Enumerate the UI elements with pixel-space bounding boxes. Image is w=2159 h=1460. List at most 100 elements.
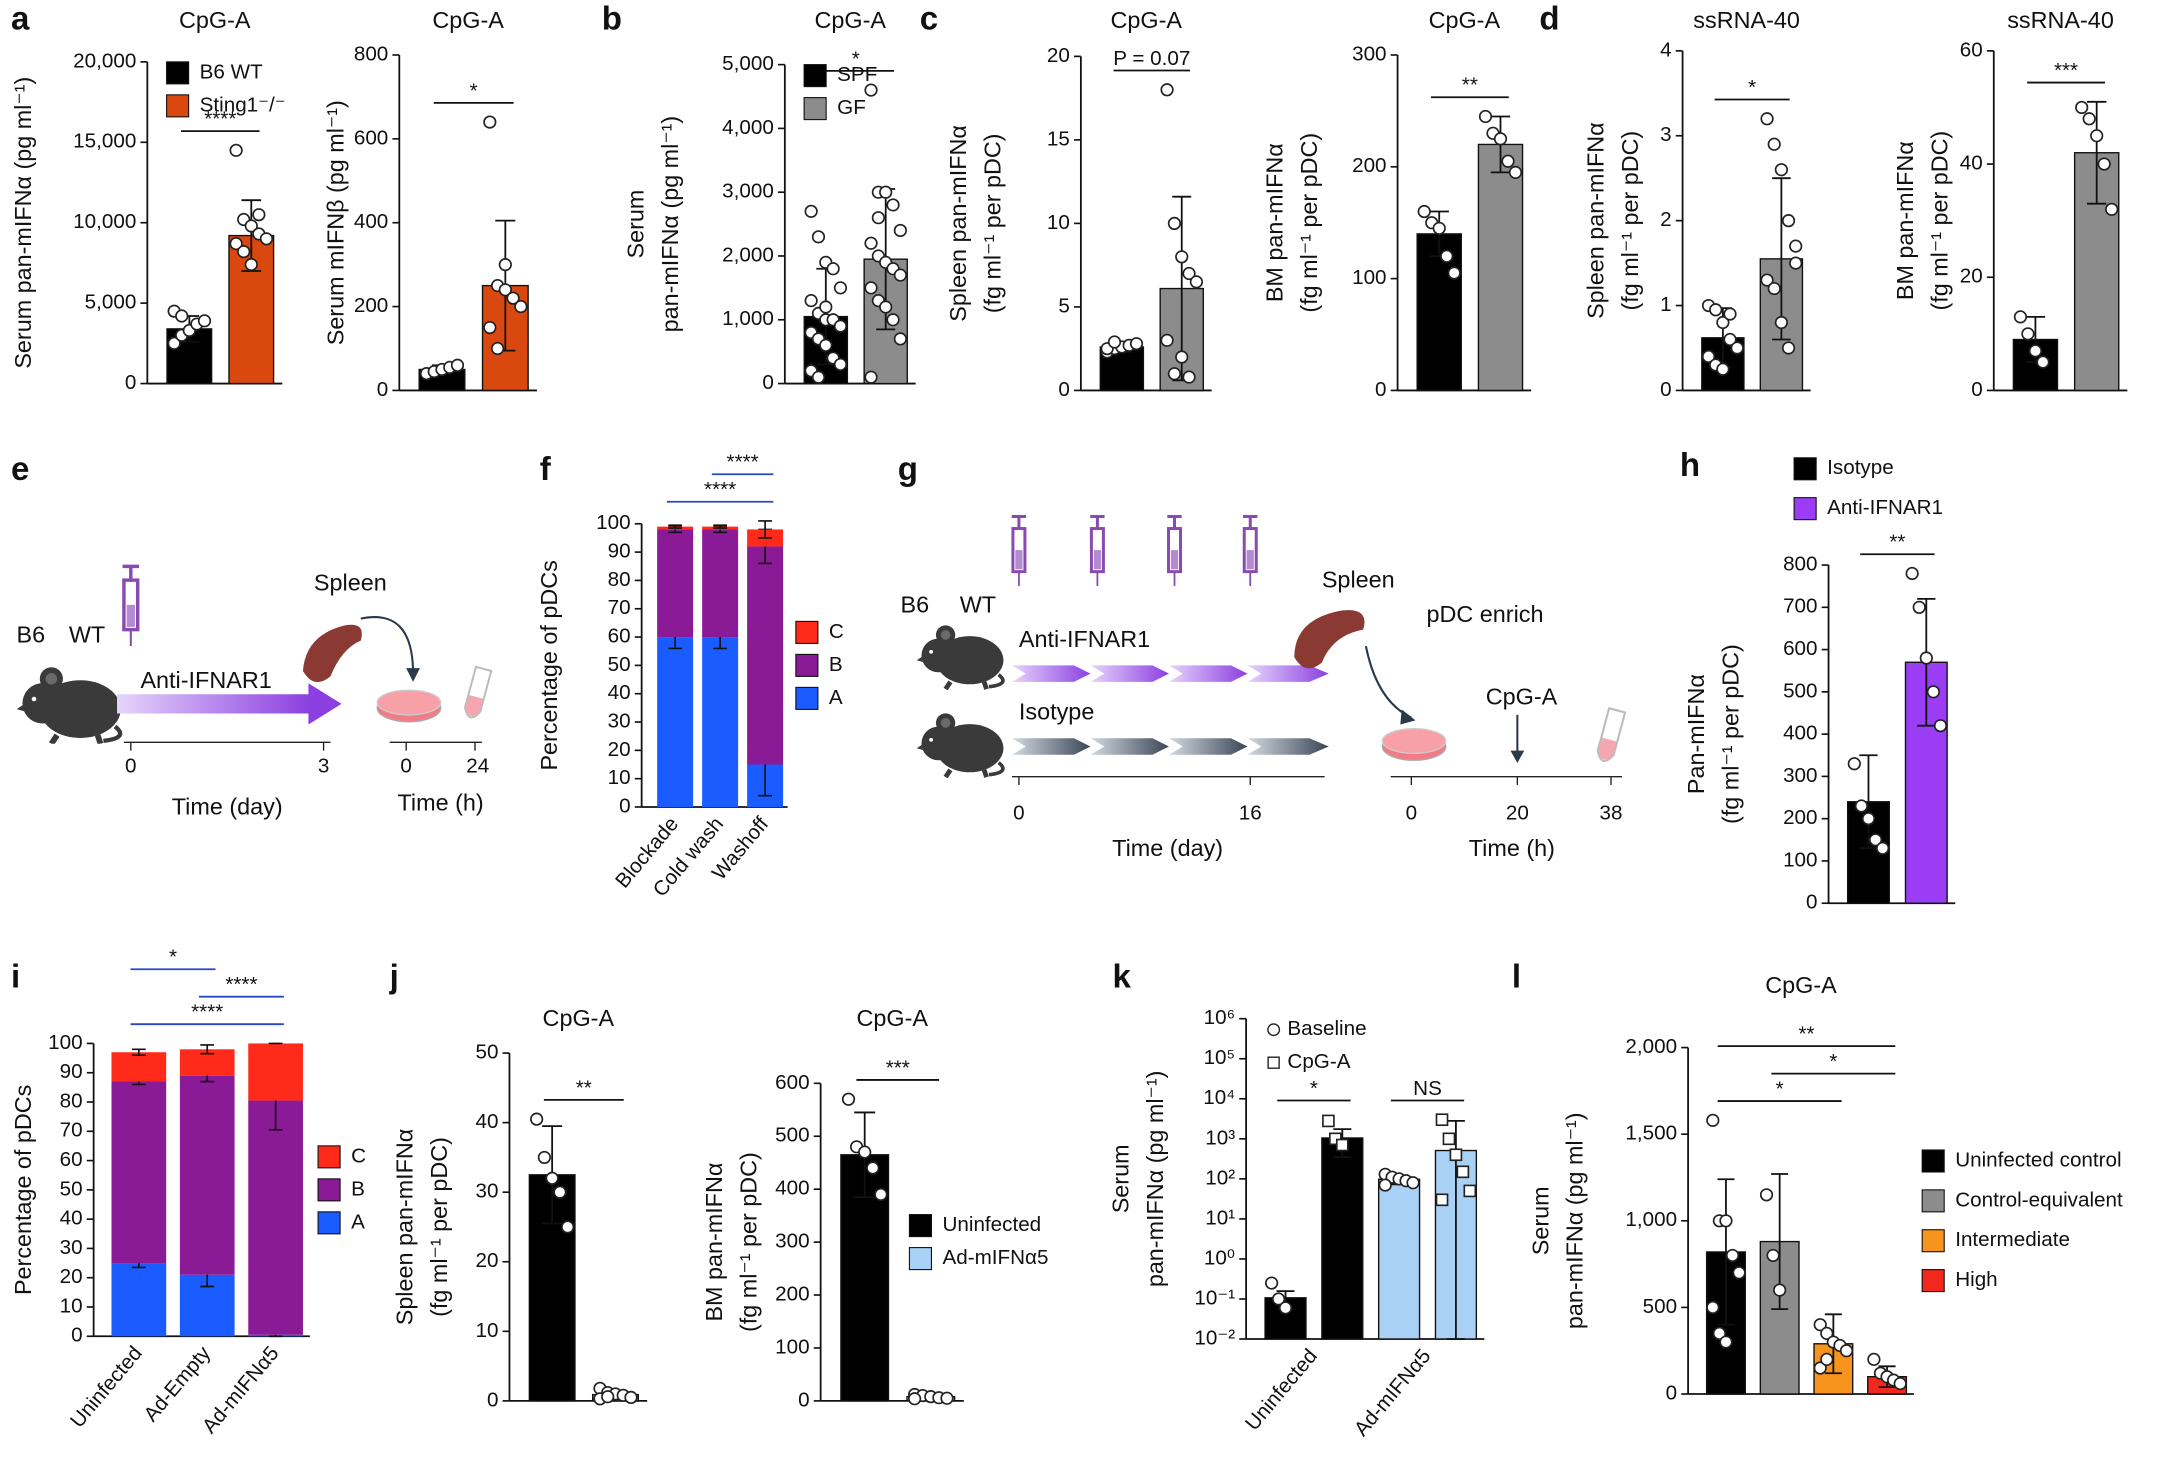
y-tick-label: 100 bbox=[775, 1335, 809, 1358]
y-tick-label: 1 bbox=[1660, 293, 1671, 316]
data-point bbox=[1129, 337, 1144, 351]
y-tick-label: 3 bbox=[1660, 123, 1671, 146]
y-tick-label: 0 bbox=[762, 371, 773, 394]
data-point bbox=[864, 236, 878, 250]
data-point bbox=[1463, 1184, 1477, 1198]
panel-label: d bbox=[1539, 0, 1559, 36]
legend-swatch bbox=[795, 686, 819, 710]
chart-title: CpG-A bbox=[432, 7, 504, 33]
data-point bbox=[1839, 1344, 1854, 1358]
syringe-icon bbox=[1088, 515, 1107, 588]
data-point bbox=[229, 143, 243, 157]
strain: B6 bbox=[17, 622, 46, 648]
y-axis-label: (fg ml⁻¹ per pDC) bbox=[1717, 644, 1743, 824]
data-point bbox=[1107, 335, 1122, 349]
data-point bbox=[1774, 315, 1788, 330]
y-tick-label: 200 bbox=[775, 1282, 809, 1305]
data-point bbox=[1820, 1326, 1834, 1340]
y-tick-label: 4 bbox=[1660, 38, 1671, 61]
significance-label: *** bbox=[2054, 59, 2078, 82]
y-axis-label: (fg ml⁻¹ per pDC) bbox=[979, 134, 1005, 314]
dish-icon bbox=[1381, 727, 1447, 761]
chart-title: CpG-A bbox=[1111, 7, 1183, 33]
y-tick-label: 50 bbox=[475, 1041, 498, 1064]
data-point bbox=[1501, 154, 1515, 168]
y-tick-label: 600 bbox=[354, 126, 388, 149]
tick-label: 16 bbox=[1239, 801, 1262, 824]
data-point bbox=[1182, 266, 1196, 281]
data-point bbox=[2021, 327, 2035, 341]
significance-label: P = 0.07 bbox=[1113, 47, 1190, 70]
data-point bbox=[908, 1392, 922, 1406]
y-tick-label: 10⁵ bbox=[1204, 1046, 1236, 1069]
y-axis-label: (fg ml⁻¹ per pDC) bbox=[1927, 131, 1953, 311]
data-point bbox=[1723, 307, 1737, 321]
arrow-head bbox=[308, 683, 342, 725]
chevron bbox=[1168, 665, 1248, 682]
data-point bbox=[1716, 362, 1730, 376]
y-tick-label: 20 bbox=[60, 1265, 83, 1288]
significance-label: *** bbox=[886, 1056, 910, 1079]
legend-label: Uninfected bbox=[942, 1213, 1041, 1236]
data-point bbox=[545, 1171, 559, 1185]
tick-label: 24 bbox=[466, 755, 489, 778]
data-point bbox=[1760, 273, 1774, 287]
legend-swatch bbox=[317, 1145, 341, 1169]
legend-label: B bbox=[351, 1177, 365, 1200]
syringe-icon bbox=[1165, 515, 1184, 588]
significance-label: **** bbox=[704, 478, 736, 501]
tube-icon bbox=[1594, 707, 1627, 765]
legend-label: B6 WT bbox=[200, 60, 263, 83]
y-tick-label: 1,000 bbox=[722, 307, 774, 330]
y-tick-label: 600 bbox=[1783, 637, 1817, 660]
significance-label: * bbox=[169, 946, 177, 969]
data-point bbox=[1781, 341, 1796, 355]
data-point bbox=[804, 294, 818, 308]
data-point bbox=[1335, 1138, 1349, 1152]
legend-swatch bbox=[317, 1178, 341, 1202]
data-point bbox=[1417, 204, 1431, 219]
legend-swatch bbox=[1921, 1269, 1945, 1293]
y-tick-label: 0 bbox=[1806, 891, 1817, 914]
error-bar bbox=[1772, 177, 1791, 341]
legend-swatch bbox=[1921, 1149, 1945, 1173]
tick-label: 0 bbox=[1013, 801, 1024, 824]
y-tick-label: 200 bbox=[354, 294, 388, 317]
y-tick-label: 300 bbox=[775, 1230, 809, 1253]
x-tick-label: Uninfected bbox=[66, 1342, 147, 1432]
data-point bbox=[601, 1390, 615, 1404]
tick-label: 20 bbox=[1506, 801, 1529, 824]
data-point bbox=[1813, 1361, 1827, 1375]
significance-label: * bbox=[470, 79, 478, 102]
legend-label: Anti-IFNAR1 bbox=[1827, 496, 1943, 519]
y-tick-label: 20 bbox=[608, 738, 631, 761]
y-tick-label: 70 bbox=[60, 1119, 83, 1142]
error-bar bbox=[131, 1048, 146, 1056]
y-tick-label: 200 bbox=[1783, 806, 1817, 829]
significance-label: NS bbox=[1413, 1077, 1442, 1100]
data-point bbox=[833, 281, 848, 295]
data-point bbox=[886, 198, 900, 212]
data-point bbox=[1456, 1165, 1470, 1179]
error-bar bbox=[1717, 1178, 1735, 1326]
panel-label: f bbox=[540, 450, 552, 487]
data-point bbox=[893, 223, 907, 238]
stimulus: CpG-A bbox=[1486, 684, 1558, 710]
y-tick-label: 60 bbox=[60, 1148, 83, 1171]
significance-label: * bbox=[1829, 1050, 1837, 1073]
data-point bbox=[498, 283, 512, 297]
chart-title: CpG-A bbox=[856, 1005, 928, 1031]
strain: WT bbox=[960, 591, 996, 617]
significance-label: **** bbox=[191, 1001, 223, 1024]
data-point bbox=[197, 314, 212, 328]
data-point bbox=[1876, 841, 1890, 855]
data-point bbox=[2036, 355, 2050, 369]
legend-label: Ad-mIFNα5 bbox=[942, 1246, 1048, 1269]
flow-arrow bbox=[1364, 645, 1412, 719]
significance-label: * bbox=[1776, 1078, 1784, 1101]
y-tick-label: 400 bbox=[1783, 722, 1817, 745]
y-axis-label: Spleen pan-mIFNα bbox=[391, 1129, 417, 1326]
data-point bbox=[1725, 1248, 1740, 1263]
y-tick-label: 40 bbox=[475, 1110, 498, 1133]
tick-label: 3 bbox=[318, 755, 329, 778]
